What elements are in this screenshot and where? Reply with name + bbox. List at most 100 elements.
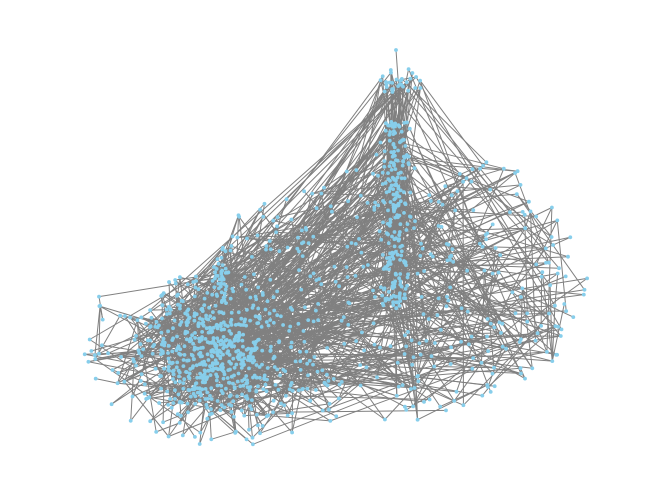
graph-node	[381, 220, 385, 225]
graph-node	[231, 356, 236, 361]
graph-node	[204, 326, 209, 331]
graph-node	[520, 210, 525, 214]
graph-node	[160, 316, 164, 321]
graph-node	[373, 200, 377, 205]
graph-node	[391, 192, 396, 197]
graph-node	[221, 346, 226, 350]
graph-node	[328, 419, 333, 423]
graph-node	[196, 287, 201, 292]
graph-node	[192, 294, 197, 299]
graph-node	[219, 383, 224, 388]
graph-node	[290, 388, 295, 393]
graph-node	[213, 303, 218, 308]
graph-node	[444, 408, 448, 413]
graph-edge	[312, 173, 374, 195]
graph-node	[418, 78, 422, 83]
graph-node	[281, 323, 285, 327]
graph-node	[555, 218, 560, 223]
graph-edge	[374, 125, 392, 203]
graph-node	[327, 407, 331, 412]
graph-node	[221, 376, 226, 381]
graph-node	[142, 382, 147, 387]
graph-node	[396, 203, 400, 208]
graph-edge	[234, 279, 271, 342]
graph-node	[315, 369, 320, 374]
graph-node	[198, 371, 203, 376]
graph-node	[397, 194, 402, 199]
graph-node	[168, 397, 173, 401]
graph-node	[557, 266, 561, 271]
graph-node	[339, 380, 344, 384]
graph-node	[89, 349, 94, 353]
graph-node	[405, 222, 410, 227]
graph-node	[386, 260, 391, 265]
graph-node	[419, 295, 424, 299]
graph-node	[244, 381, 249, 386]
graph-node	[166, 351, 170, 355]
graph-edge	[387, 125, 562, 337]
graph-node	[200, 354, 204, 359]
graph-node	[306, 373, 310, 378]
graph-node	[504, 346, 508, 351]
graph-node	[355, 215, 359, 220]
graph-node	[290, 308, 295, 312]
graph-edge	[526, 277, 588, 323]
graph-node	[332, 264, 337, 269]
graph-node	[354, 168, 359, 173]
graph-node	[461, 403, 466, 408]
graph-edge	[423, 224, 494, 315]
graph-edge	[380, 80, 392, 126]
graph-node	[465, 268, 469, 273]
graph-node	[551, 243, 555, 247]
graph-node	[139, 372, 144, 377]
graph-node	[275, 313, 280, 318]
graph-node	[435, 313, 440, 318]
graph-node	[382, 159, 387, 164]
graph-node	[316, 302, 320, 306]
graph-edge	[242, 203, 265, 335]
graph-node	[371, 288, 375, 293]
graph-node	[514, 192, 519, 197]
graph-node	[191, 391, 196, 396]
graph-node	[386, 123, 390, 128]
graph-edge	[215, 373, 228, 379]
graph-node	[337, 382, 342, 387]
graph-edge	[479, 168, 547, 249]
graph-node	[421, 312, 426, 316]
graph-node	[429, 354, 434, 359]
graph-node	[174, 365, 179, 370]
graph-node	[215, 257, 220, 261]
graph-node	[241, 383, 246, 388]
graph-edge	[419, 323, 491, 344]
graph-node	[402, 155, 407, 160]
graph-edge	[449, 259, 499, 273]
graph-node	[132, 337, 137, 342]
graph-node	[171, 401, 176, 405]
graph-node	[366, 263, 370, 267]
graph-node	[162, 366, 167, 371]
graph-node	[257, 375, 262, 380]
graph-node	[232, 373, 236, 378]
graph-node	[402, 121, 407, 125]
graph-node	[236, 371, 241, 376]
graph-edge	[245, 248, 298, 291]
graph-node	[217, 310, 222, 314]
graph-node	[224, 301, 228, 305]
graph-node	[413, 86, 418, 90]
graph-edge	[546, 207, 553, 352]
graph-node	[231, 289, 236, 294]
graph-node	[230, 234, 235, 239]
graph-node	[390, 81, 395, 85]
graph-node	[374, 152, 379, 157]
graph-edge	[155, 286, 215, 328]
graph-node	[131, 357, 136, 362]
graph-edge	[423, 313, 528, 403]
graph-node	[381, 287, 386, 292]
graph-edge	[201, 305, 216, 320]
graph-node	[420, 246, 425, 251]
graph-node	[539, 324, 543, 328]
graph-node	[387, 138, 392, 143]
graph-edge	[330, 368, 473, 422]
graph-edge	[227, 272, 502, 334]
graph-node	[492, 365, 496, 370]
